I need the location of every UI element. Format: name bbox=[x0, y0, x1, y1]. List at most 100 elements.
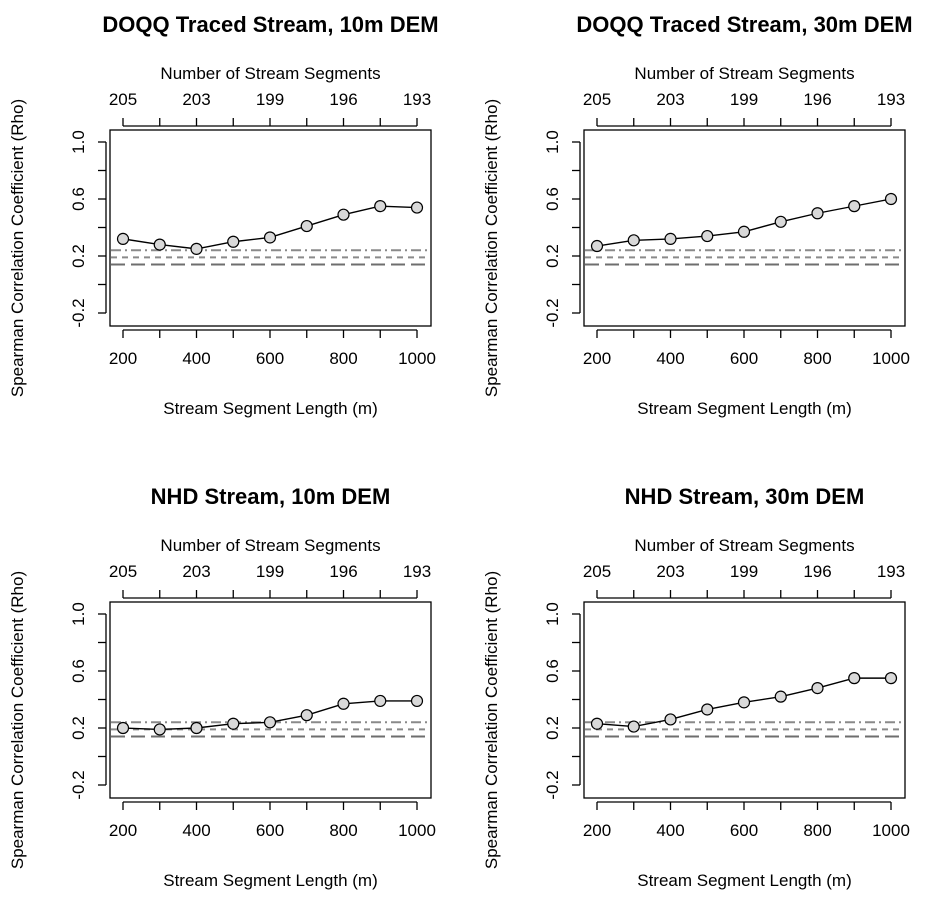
x-axis-label: Stream Segment Length (m) bbox=[163, 871, 377, 890]
data-point bbox=[190, 721, 203, 735]
top-tick-label: 199 bbox=[256, 90, 284, 109]
top-tick-label: 196 bbox=[803, 562, 831, 581]
data-point bbox=[337, 697, 350, 710]
top-tick-label: 193 bbox=[403, 90, 431, 109]
data-point bbox=[263, 716, 277, 729]
y-tick-label: 1.0 bbox=[69, 130, 88, 154]
x-tick-label: 800 bbox=[803, 821, 831, 840]
data-point bbox=[263, 231, 277, 244]
x-tick-label: 400 bbox=[182, 349, 210, 368]
data-point bbox=[701, 229, 714, 243]
x-tick-label: 800 bbox=[329, 821, 357, 840]
top-tick-label: 203 bbox=[182, 90, 210, 109]
data-point bbox=[884, 192, 898, 206]
data-point bbox=[811, 207, 824, 220]
top-tick-label: 205 bbox=[109, 90, 137, 109]
y-axis-label: Spearman Correlation Coefficient (Rho) bbox=[482, 99, 501, 397]
y-tick-label: -0.2 bbox=[543, 770, 562, 799]
y-tick-label: 0.2 bbox=[69, 716, 88, 740]
top-tick-label: 199 bbox=[730, 90, 758, 109]
data-point bbox=[300, 709, 313, 722]
plot-frame bbox=[109, 601, 432, 799]
y-axis-label: Spearman Correlation Coefficient (Rho) bbox=[8, 571, 27, 869]
x-tick-label: 1000 bbox=[398, 821, 436, 840]
x-axis-label: Stream Segment Length (m) bbox=[637, 399, 851, 418]
data-point bbox=[590, 717, 604, 730]
data-point bbox=[116, 232, 130, 245]
top-tick-label: 196 bbox=[329, 90, 357, 109]
top-axis-label: Number of Stream Segments bbox=[160, 536, 380, 555]
x-axis-label: Stream Segment Length (m) bbox=[637, 871, 851, 890]
x-tick-label: 600 bbox=[730, 821, 758, 840]
y-tick-label: 1.0 bbox=[69, 602, 88, 626]
data-point bbox=[590, 239, 604, 253]
data-point bbox=[410, 201, 424, 214]
data-point bbox=[300, 219, 313, 233]
x-tick-label: 600 bbox=[730, 349, 758, 368]
y-axis-label: Spearman Correlation Coefficient (Rho) bbox=[8, 99, 27, 397]
data-point bbox=[410, 694, 424, 708]
data-point bbox=[153, 238, 166, 251]
data-point bbox=[884, 672, 898, 685]
y-tick-label: 0.2 bbox=[69, 244, 88, 268]
data-point bbox=[811, 681, 824, 695]
chart-panel-4: NHD Stream, 30m DEM Number of Stream Segm… bbox=[482, 484, 910, 890]
y-tick-label: -0.2 bbox=[543, 298, 562, 327]
top-tick-label: 199 bbox=[256, 562, 284, 581]
x-tick-label: 200 bbox=[583, 821, 611, 840]
data-point bbox=[627, 720, 640, 733]
x-tick-label: 1000 bbox=[398, 349, 436, 368]
x-tick-label: 400 bbox=[656, 349, 684, 368]
data-point bbox=[227, 235, 240, 248]
chart-title: NHD Stream, 30m DEM bbox=[625, 484, 865, 509]
y-axis-label: Spearman Correlation Coefficient (Rho) bbox=[482, 571, 501, 869]
top-axis-label: Number of Stream Segments bbox=[634, 64, 854, 83]
y-tick-label: -0.2 bbox=[69, 770, 88, 799]
data-point bbox=[627, 234, 640, 247]
data-point bbox=[116, 721, 130, 735]
top-tick-label: 205 bbox=[583, 562, 611, 581]
data-point bbox=[774, 215, 787, 228]
top-tick-label: 205 bbox=[583, 90, 611, 109]
x-tick-label: 400 bbox=[656, 821, 684, 840]
y-tick-label: 0.6 bbox=[543, 187, 562, 211]
x-tick-label: 800 bbox=[329, 349, 357, 368]
data-point bbox=[337, 208, 350, 221]
x-tick-label: 600 bbox=[256, 821, 284, 840]
chart-panel-3: NHD Stream, 10m DEM Number of Stream Segm… bbox=[8, 484, 436, 890]
data-point bbox=[227, 717, 240, 730]
plot-frame bbox=[109, 129, 432, 327]
top-tick-label: 203 bbox=[656, 562, 684, 581]
top-tick-label: 193 bbox=[403, 562, 431, 581]
top-axis-label: Number of Stream Segments bbox=[634, 536, 854, 555]
chart-title: NHD Stream, 10m DEM bbox=[151, 484, 391, 509]
data-point bbox=[664, 713, 677, 726]
y-tick-label: 0.2 bbox=[543, 244, 562, 268]
data-point bbox=[153, 723, 166, 736]
y-tick-label: 0.2 bbox=[543, 716, 562, 740]
data-point bbox=[701, 703, 714, 716]
data-point bbox=[374, 200, 387, 213]
data-point bbox=[848, 672, 861, 685]
data-point bbox=[374, 694, 387, 708]
y-tick-label: 0.6 bbox=[69, 187, 88, 211]
x-tick-label: 1000 bbox=[872, 821, 910, 840]
top-tick-label: 193 bbox=[877, 562, 905, 581]
chart-panel-2: DOQQ Traced Stream, 30m DEM Number of Str… bbox=[482, 12, 913, 418]
top-tick-label: 205 bbox=[109, 562, 137, 581]
series-line bbox=[596, 198, 892, 247]
plot-frame bbox=[583, 129, 906, 327]
data-point bbox=[774, 690, 787, 703]
data-point bbox=[664, 232, 677, 245]
x-tick-label: 400 bbox=[182, 821, 210, 840]
top-tick-label: 196 bbox=[329, 562, 357, 581]
x-axis-label: Stream Segment Length (m) bbox=[163, 399, 377, 418]
data-point bbox=[737, 696, 751, 709]
chart-title: DOQQ Traced Stream, 30m DEM bbox=[576, 12, 912, 37]
data-point bbox=[737, 225, 751, 238]
x-tick-label: 600 bbox=[256, 349, 284, 368]
plot-frame bbox=[583, 601, 906, 799]
data-point bbox=[848, 200, 861, 213]
chart-title: DOQQ Traced Stream, 10m DEM bbox=[102, 12, 438, 37]
